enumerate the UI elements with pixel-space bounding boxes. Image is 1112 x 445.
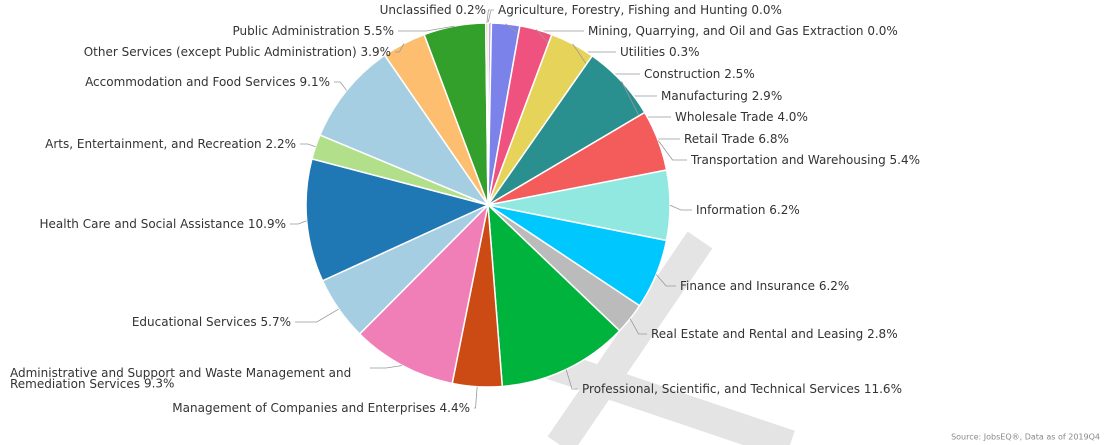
slice-value-label: 0.0% <box>751 3 782 17</box>
slice-category: Health Care and Social Assistance <box>40 217 245 231</box>
slice-label: Manufacturing 2.9% <box>661 89 782 103</box>
slice-label: Professional, Scientific, and Technical … <box>582 382 902 396</box>
slice-label: Management of Companies and Enterprises … <box>172 401 470 415</box>
leader-line <box>290 220 307 225</box>
slice-category: Mining, Quarrying, and Oil and Gas Extra… <box>588 24 864 38</box>
slice-value-label: 4.0% <box>777 110 808 124</box>
slice-category: Finance and Insurance <box>680 279 815 293</box>
slice-value-label: 4.4% <box>440 401 471 415</box>
slice-category: Professional, Scientific, and Technical … <box>582 382 860 396</box>
leader-line <box>487 9 494 24</box>
slice-label: Health Care and Social Assistance 10.9% <box>40 217 287 231</box>
slice-value-label: 0.0% <box>867 24 898 38</box>
slice-value-label: 6.8% <box>758 132 789 146</box>
slice-label: Utilities 0.3% <box>620 45 700 59</box>
slice-label: Educational Services 5.7% <box>132 315 291 329</box>
slice-label: Retail Trade 6.8% <box>684 132 789 146</box>
leader-line <box>370 365 403 369</box>
slice-label: Accommodation and Food Services 9.1% <box>85 75 330 89</box>
slice-category: Transportation and Warehousing <box>690 153 886 167</box>
source: Source: JobsEQ®, Data as of 2019Q4 <box>951 433 1100 442</box>
leader-line <box>474 386 478 409</box>
leader-line <box>655 274 676 287</box>
slice-category: Unclassified <box>380 3 452 17</box>
slice-label: Public Administration 5.5% <box>233 24 394 38</box>
slice-value-label: 3.9% <box>361 45 392 59</box>
slice-label: Wholesale Trade 4.0% <box>675 110 808 124</box>
slice-value-label: 11.6% <box>864 382 902 396</box>
slice-category: Retail Trade <box>684 132 755 146</box>
pie-slice <box>305 157 491 282</box>
slice-label: Construction 2.5% <box>644 67 755 81</box>
slice-value-label: 6.2% <box>769 203 800 217</box>
leader-line <box>669 204 692 211</box>
slice-value-label: 5.5% <box>364 24 395 38</box>
leader-line <box>398 25 455 32</box>
leader-line <box>565 369 578 390</box>
slice-category: Construction <box>644 67 720 81</box>
slice-category: Manufacturing <box>661 89 748 103</box>
slice-category: Arts, Entertainment, and Recreation <box>45 137 262 151</box>
slice-value-label: 10.9% <box>248 217 286 231</box>
slice-label: Transportation and Warehousing 5.4% <box>690 153 920 167</box>
slice-category: Public Administration <box>233 24 360 38</box>
slice-category: Information <box>696 203 765 217</box>
slice-category: Real Estate and Rental and Leasing <box>651 327 863 341</box>
watermark <box>547 231 713 445</box>
slice-value-label: 2.8% <box>867 327 898 341</box>
slice-value-label: 6.2% <box>819 279 850 293</box>
slice-category: Other Services (except Public Administra… <box>84 45 357 59</box>
leader-line <box>657 140 687 161</box>
slice-value-label: 9.3% <box>144 377 175 391</box>
slice-value-label: 0.2% <box>456 3 487 17</box>
leader-line <box>629 318 647 335</box>
slice-label: Information 6.2% <box>696 203 800 217</box>
slice-label: Arts, Entertainment, and Recreation 2.2% <box>45 137 296 151</box>
slice-label: Mining, Quarrying, and Oil and Gas Extra… <box>588 24 898 38</box>
slice-label: Finance and Insurance 6.2% <box>680 279 849 293</box>
slice-value-label: 5.7% <box>261 315 292 329</box>
slice-label: Other Services (except Public Administra… <box>84 45 391 59</box>
leader-line <box>334 81 347 91</box>
slice-value-label: 9.1% <box>300 75 331 89</box>
slice-label: Administrative and Support and Waste Man… <box>10 366 355 391</box>
slice-category: Accommodation and Food Services <box>85 75 296 89</box>
slice-label: Real Estate and Rental and Leasing 2.8% <box>651 327 898 341</box>
slice-value-label: 2.5% <box>724 67 755 81</box>
slice-value-label: 0.3% <box>669 45 700 59</box>
slice-value-label: 2.2% <box>266 137 297 151</box>
slice-category: Educational Services <box>132 315 257 329</box>
slice-category: Wholesale Trade <box>675 110 774 124</box>
slice-category: Agriculture, Forestry, Fishing and Hunti… <box>498 3 748 17</box>
leader-line <box>295 308 339 323</box>
leader-line <box>395 43 405 53</box>
slice-value-label: 5.4% <box>890 153 921 167</box>
leader-line <box>300 143 316 148</box>
leader-line <box>486 9 490 24</box>
slice-category: Management of Companies and Enterprises <box>172 401 435 415</box>
slice-value-label: 2.9% <box>752 89 783 103</box>
slice-category: Utilities <box>620 45 665 59</box>
slice-label: Agriculture, Forestry, Fishing and Hunti… <box>498 3 782 17</box>
slice-label: Unclassified 0.2% <box>380 3 486 17</box>
